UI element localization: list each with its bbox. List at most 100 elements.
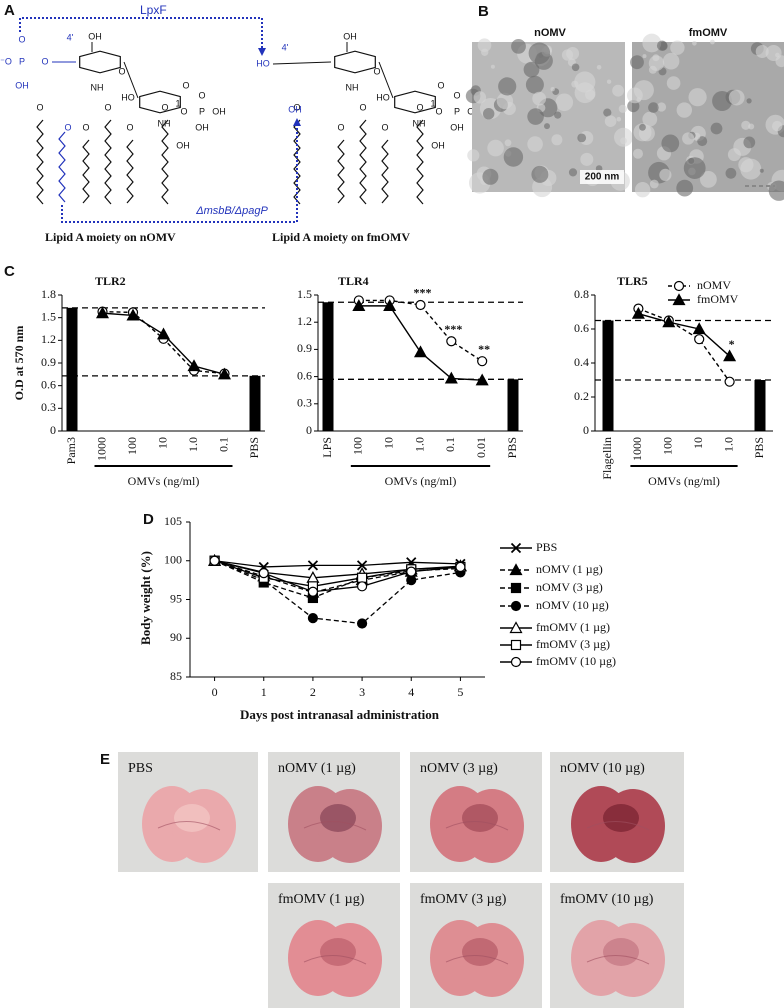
vesicle — [682, 132, 695, 145]
y-tick-label: 1.2 — [41, 332, 56, 346]
lung-patch — [174, 804, 210, 832]
atom-label: O — [18, 34, 25, 44]
vesicle — [481, 48, 489, 56]
vesicle — [527, 136, 543, 152]
marker — [510, 639, 522, 651]
vesicle — [551, 134, 563, 146]
group-label: OMVs (ng/ml) — [385, 474, 457, 488]
lung-fissure — [445, 954, 509, 965]
marker — [446, 336, 457, 347]
marker — [662, 315, 676, 328]
series-line — [214, 560, 461, 568]
series-line — [214, 560, 461, 625]
marker — [510, 542, 522, 554]
vesicle — [649, 179, 659, 189]
atom-label: O — [373, 66, 380, 76]
series-line — [638, 307, 731, 383]
x-tick-label: PBS — [505, 437, 519, 458]
atom-label: P — [454, 106, 460, 116]
atom-label: O — [104, 102, 111, 112]
vesicle — [544, 123, 550, 130]
atom-label: O — [64, 122, 71, 132]
lung-fissure — [586, 954, 650, 965]
atom-label: OH — [195, 122, 209, 132]
sugar-ring — [79, 50, 121, 74]
atom-label: OH — [450, 122, 464, 132]
transfer-arrow — [19, 17, 263, 50]
marker — [307, 586, 319, 597]
atom-label: O — [198, 90, 205, 100]
marker — [187, 359, 201, 372]
vesicle — [603, 108, 612, 117]
lung-fissure — [303, 954, 367, 965]
bond — [123, 61, 139, 99]
atom-label: 4' — [67, 32, 74, 42]
group-label: OMVs (ng/ml) — [648, 474, 720, 488]
atom-label: 1 — [430, 98, 435, 108]
vesicle — [688, 88, 707, 107]
enzyme-label: LpxF — [140, 3, 167, 17]
atom-label: NH — [158, 118, 171, 128]
vesicle — [633, 148, 643, 159]
atom-label: OH — [212, 106, 226, 116]
vesicle — [666, 76, 681, 90]
vesicle — [642, 111, 658, 127]
y-tick-label: 85 — [170, 669, 182, 683]
marker — [383, 299, 397, 311]
marker — [692, 322, 706, 335]
marker — [510, 582, 522, 594]
x-tick-label: 3 — [359, 685, 365, 699]
vesicle — [648, 102, 659, 113]
vesicle — [490, 64, 495, 69]
marker — [356, 618, 368, 629]
atom-label: O — [180, 106, 187, 116]
marker — [475, 373, 489, 386]
atom-label: O — [118, 66, 125, 76]
vesicle — [574, 82, 596, 104]
x-tick-label: 100 — [351, 437, 365, 455]
legend-label: nOMV (3 µg) — [536, 580, 603, 594]
y-tick-label: 100 — [164, 553, 182, 567]
y-tick-label: 105 — [164, 514, 182, 528]
vesicle — [775, 55, 784, 68]
enzyme-label: ΔmsbB/ΔpagP — [195, 205, 268, 217]
fatty-chain — [36, 119, 44, 205]
bond — [272, 61, 332, 65]
vesicle — [656, 102, 667, 112]
atom-label: OH — [431, 140, 445, 150]
arrow-head — [258, 48, 266, 56]
x-tick-label: 4 — [408, 685, 414, 699]
vesicle — [554, 111, 562, 119]
marker — [413, 345, 428, 358]
photo-label: fmOMV (10 µg) — [560, 892, 654, 907]
vesicle — [630, 55, 644, 70]
x-tick-label: PBS — [247, 437, 261, 458]
vesicle — [487, 139, 504, 157]
vesicle — [652, 54, 660, 62]
atom-label: O — [36, 102, 43, 112]
marker — [307, 560, 319, 571]
vesicle — [483, 108, 495, 120]
atom-label: O — [337, 122, 344, 132]
photo-label: fmOMV (1 µg) — [278, 892, 365, 907]
photo-label: nOMV (3 µg) — [420, 761, 498, 776]
marker — [406, 575, 417, 586]
vesicle — [700, 171, 717, 188]
atom-label: O — [381, 122, 388, 132]
vesicle — [659, 168, 672, 181]
vesicle — [642, 33, 662, 53]
y-axis-label: Body weight (%) — [138, 551, 153, 645]
vesicle — [467, 149, 480, 162]
atom-label: OH — [288, 104, 302, 114]
y-tick-label: 0.3 — [297, 396, 312, 410]
atom-label: O — [82, 122, 89, 132]
vesicle — [725, 167, 737, 179]
x-tick-label: 10 — [691, 437, 705, 449]
y-axis-label: O.D at 570 nm — [12, 326, 26, 401]
marker — [209, 555, 220, 566]
photo-label: nOMV (1 µg) — [278, 761, 356, 776]
vesicle — [477, 38, 492, 52]
atom-label: O — [437, 80, 444, 90]
atom-label: OH — [15, 80, 29, 90]
